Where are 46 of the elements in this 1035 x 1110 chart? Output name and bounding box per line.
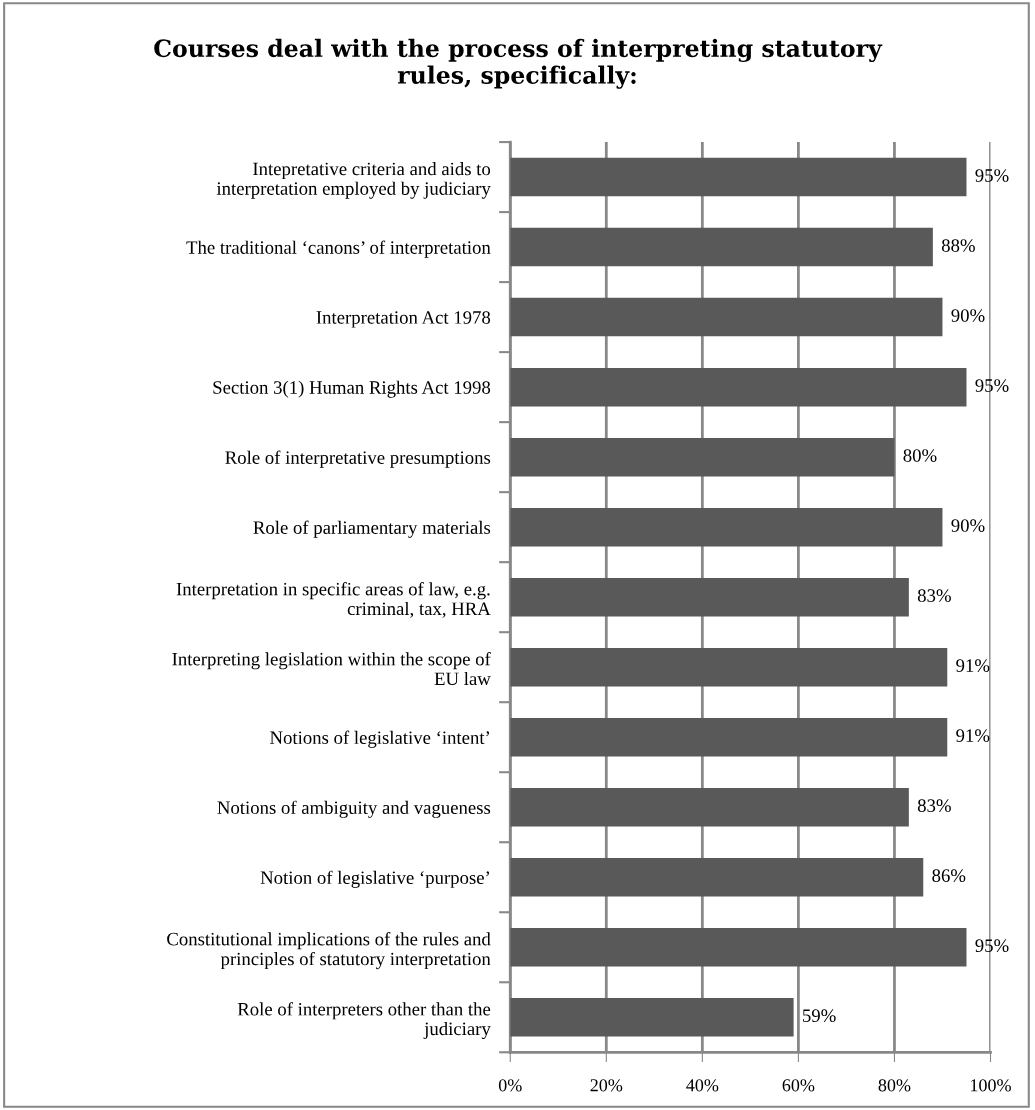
data-label: 59% xyxy=(803,1009,836,1023)
y-tick-label: Intepretative criteria and aids to interpretation employed by judiciary xyxy=(216,162,491,199)
data-label: 95% xyxy=(975,169,1009,182)
bar xyxy=(510,787,909,827)
bar xyxy=(510,928,967,967)
x-tick-label: 60% xyxy=(782,1079,815,1092)
data-label: 86% xyxy=(932,869,966,882)
data-label: 95% xyxy=(975,379,1009,392)
x-tick-label: 80% xyxy=(878,1079,911,1092)
y-tick-label: Interpretation in specific areas of law, e.g. criminal, tax, HRA xyxy=(176,582,491,618)
data-label: 90% xyxy=(951,519,985,532)
data-label: 88% xyxy=(941,239,975,252)
bar xyxy=(510,227,933,267)
x-tick-label: 0% xyxy=(498,1079,522,1092)
y-tick-label: Section 3(1) Human Rights Act 1998 xyxy=(213,380,491,398)
x-tick-label: 20% xyxy=(590,1079,623,1092)
y-tick-label: Notions of legislative ‘intent’ xyxy=(270,730,490,748)
bar xyxy=(510,157,967,197)
x-tick-label: 100% xyxy=(971,1079,1011,1092)
y-tick-label: Role of parliamentary materials xyxy=(253,520,491,538)
bar xyxy=(510,297,943,337)
bar xyxy=(510,717,948,757)
y-tick-label: Notions of ambiguity and vagueness xyxy=(217,800,491,818)
y-tick-label: Interpreting legislation within the scope of EU law xyxy=(172,652,491,686)
data-label: 90% xyxy=(951,309,985,322)
y-tick-label: The traditional ‘canons’ of interpretation xyxy=(186,240,491,258)
bar xyxy=(510,367,967,407)
bar xyxy=(510,998,794,1037)
data-label: 91% xyxy=(956,659,990,672)
bar xyxy=(510,577,909,617)
bar xyxy=(510,437,895,477)
y-tick-label: Interpretation Act 1978 xyxy=(316,311,491,328)
y-tick-label: Notion of legislative ‘purpose’ xyxy=(260,870,490,888)
y-tick-label: Constitutional implications of the rules and principles of statutory interpretation xyxy=(167,932,491,970)
bar xyxy=(510,507,943,547)
data-label: 95% xyxy=(975,939,1009,953)
y-tick-label: Role of interpreters other than the judiciary xyxy=(237,1002,491,1040)
data-label: 80% xyxy=(903,449,937,462)
bar xyxy=(510,647,948,687)
x-tick-label: 40% xyxy=(686,1079,719,1092)
data-label: 91% xyxy=(956,729,990,742)
y-tick-label: Role of interpretative presumptions xyxy=(225,450,491,468)
data-label: 83% xyxy=(917,799,951,812)
bar xyxy=(510,857,924,897)
chart-title: Courses deal with the process of interpreting statutory rules, specifically: xyxy=(154,38,883,89)
data-label: 83% xyxy=(917,589,951,602)
